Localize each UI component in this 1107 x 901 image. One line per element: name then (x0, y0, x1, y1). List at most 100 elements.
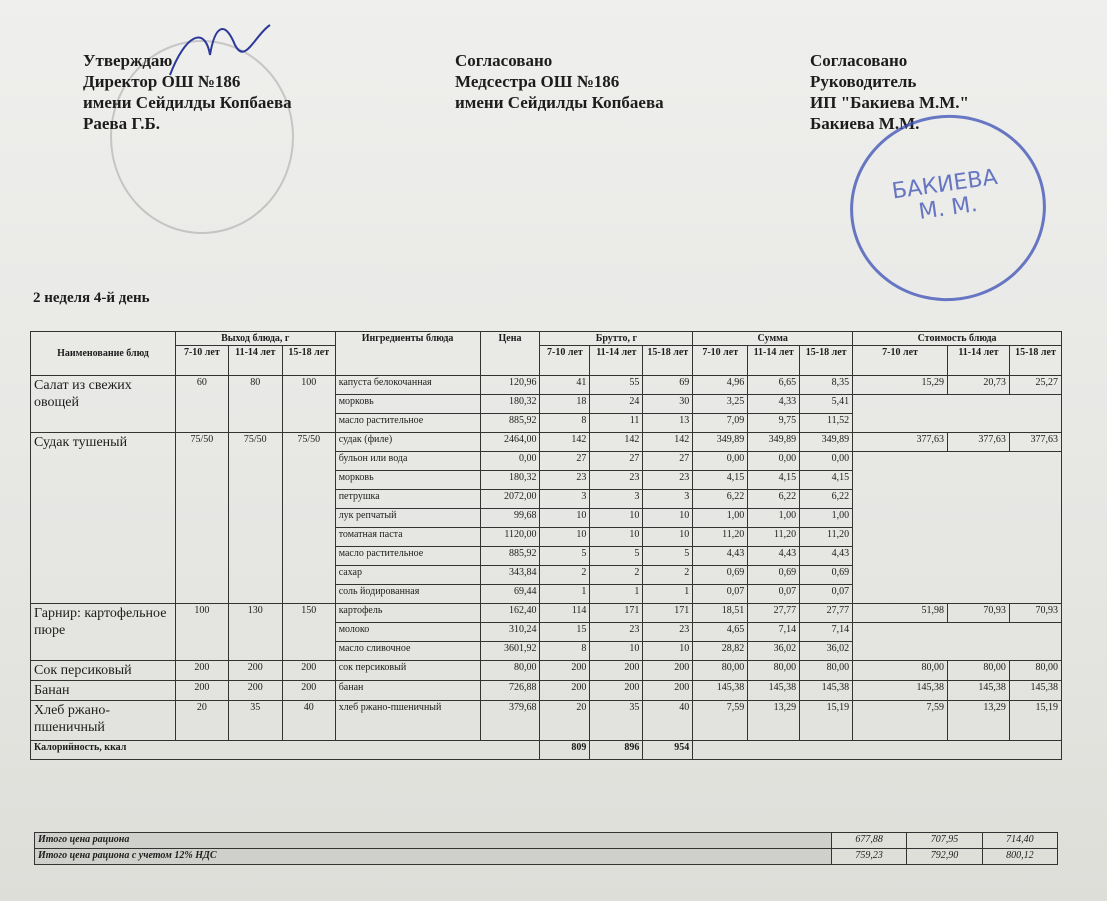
ingredient-name: соль йодированная (334, 584, 481, 604)
ingredient-price: 2464,00 (479, 432, 541, 452)
dish-yield: 150 (281, 603, 336, 661)
table-row: Банан 200 200 200 банан 726,88 200 200 200 145,38… (30, 680, 1063, 701)
ingredient-brutto: 23 (589, 470, 644, 490)
ingredient-brutto: 10 (589, 641, 644, 661)
ingredient-brutto: 200 (642, 660, 694, 681)
ingredient-sum: 6,22 (692, 489, 749, 509)
ingredient-brutto: 23 (539, 470, 591, 490)
ingredient-brutto: 5 (589, 546, 644, 566)
dish-yield: 100 (174, 603, 229, 661)
table-row: масло сливочное 3601,92 8 10 10 28,82 36,02 36,… (31, 641, 1062, 661)
ingredient-price: 885,92 (479, 546, 541, 566)
ingredient-sum: 27,77 (747, 603, 801, 623)
totals-value: 707,95 (906, 832, 983, 849)
ingredient-sum: 1,00 (799, 508, 854, 528)
ingredient-brutto: 27 (642, 451, 694, 471)
table-row: Сок персиковый 200 200 200 сок персиковый 80,… (30, 660, 1063, 681)
dish-name: Салат из свежих овощей (30, 375, 176, 433)
dish-yield: 200 (174, 660, 229, 681)
ingredient-brutto: 13 (642, 413, 694, 433)
ingredient-brutto: 200 (642, 680, 694, 701)
dish-yield: 35 (227, 700, 283, 741)
ingredient-sum: 4,15 (692, 470, 749, 490)
ingredient-sum: 18,51 (692, 603, 749, 623)
ingredient-brutto: 10 (642, 641, 694, 661)
header-age-sum: 15-18 лет (799, 345, 854, 376)
ingredient-brutto: 10 (642, 508, 694, 528)
ingredient-brutto: 41 (539, 375, 591, 395)
agreement-line: ИП "Бакиева М.М." (810, 93, 969, 112)
ingredient-brutto: 35 (589, 700, 644, 741)
ingredient-brutto: 27 (539, 451, 591, 471)
ingredient-price: 343,84 (479, 565, 541, 585)
table-row: Судак тушеный 75/50 75/50 75/50 судак (филе)… (30, 432, 1063, 604)
ingredient-sum: 349,89 (747, 432, 801, 452)
ingredient-brutto: 142 (642, 432, 694, 452)
ingredient-sum: 145,38 (799, 680, 854, 701)
ingredient-sum: 1,00 (747, 508, 801, 528)
dish-name: Сок персиковый (30, 660, 176, 681)
ingredient-brutto: 200 (539, 680, 591, 701)
dish-cost: 70,93 (946, 603, 1010, 623)
ingredient-sum: 145,38 (747, 680, 801, 701)
ingredient-brutto: 1 (589, 584, 644, 604)
totals-value: 714,40 (981, 832, 1059, 849)
day-title: 2 неделя 4-й день (33, 290, 150, 306)
ingredient-brutto: 8 (539, 413, 591, 433)
calories-value: 954 (642, 740, 694, 760)
ingredient-price: 69,44 (479, 584, 541, 604)
header-brutto: Брутто, г (539, 331, 694, 346)
dish-yield: 60 (174, 375, 229, 433)
ingredient-price: 1120,00 (479, 527, 541, 547)
table-row: морковь 180,32 23 23 23 4,15 4,15 4,15 (31, 470, 1062, 490)
agreement-line: Бакиева М.М. (810, 114, 920, 133)
header-cost: Стоимость блюда (852, 331, 1062, 346)
approval-block: Утверждаю Директор ОШ №186 имени Сейдилд… (83, 50, 292, 134)
approval-line: имени Сейдилды Копбаева (83, 93, 292, 112)
dish-cost: 20,73 (946, 375, 1010, 395)
ingredient-sum: 6,22 (799, 489, 854, 509)
ingredient-name: масло растительное (334, 546, 481, 566)
ingredient-brutto: 30 (642, 394, 694, 414)
ingredient-sum: 80,00 (747, 660, 801, 681)
table-row: молоко 310,24 15 23 23 4,65 7,14 7,14 (31, 622, 1062, 661)
director-signature (169, 24, 271, 76)
ingredient-name: масло растительное (334, 413, 481, 433)
ingredient-sum: 15,19 (799, 700, 854, 741)
ingredient-brutto: 40 (642, 700, 694, 741)
dish-cost: 145,38 (946, 680, 1010, 701)
ingredient-brutto: 11 (589, 413, 644, 433)
table-row: Салат из свежих овощей 60 80 100 капуста бел… (30, 375, 1063, 433)
ingredient-sum: 0,00 (799, 451, 854, 471)
ingredient-price: 80,00 (479, 660, 541, 681)
dish-cost: 7,59 (852, 700, 948, 741)
approval-line: Раева Г.Б. (83, 114, 160, 133)
totals-row: Итого цена рациона 677,88 707,95 714,40 (34, 832, 1059, 849)
ingredient-sum: 5,41 (799, 394, 854, 414)
ingredient-brutto: 171 (642, 603, 694, 623)
ingredient-brutto: 5 (539, 546, 591, 566)
ingredient-sum: 11,20 (692, 527, 749, 547)
ingredient-price: 180,32 (479, 470, 541, 490)
ingredient-brutto: 5 (642, 546, 694, 566)
ingredient-brutto: 142 (589, 432, 644, 452)
header-sum: Сумма (692, 331, 854, 346)
school-seal (110, 40, 294, 234)
ingredient-sum: 13,29 (747, 700, 801, 741)
dish-name: Хлеб ржано-пшеничный (30, 700, 176, 741)
ingredient-sum: 7,59 (692, 700, 749, 741)
ingredient-name: лук репчатый (334, 508, 481, 528)
ingredient-sum: 0,69 (692, 565, 749, 585)
ingredient-sum: 7,14 (799, 622, 854, 642)
calories-value: 809 (539, 740, 591, 760)
dish-yield: 200 (281, 680, 336, 701)
agreement-line: Согласовано (455, 51, 553, 70)
dish-yield: 200 (174, 680, 229, 701)
ingredient-name: сок персиковый (334, 660, 481, 681)
dish-cost: 70,93 (1008, 603, 1063, 623)
ingredient-brutto: 23 (642, 622, 694, 642)
ingredient-sum: 80,00 (692, 660, 749, 681)
ingredient-sum: 11,52 (799, 413, 854, 433)
dish-yield: 100 (281, 375, 336, 433)
header-age-cost: 7-10 лет (852, 345, 948, 376)
